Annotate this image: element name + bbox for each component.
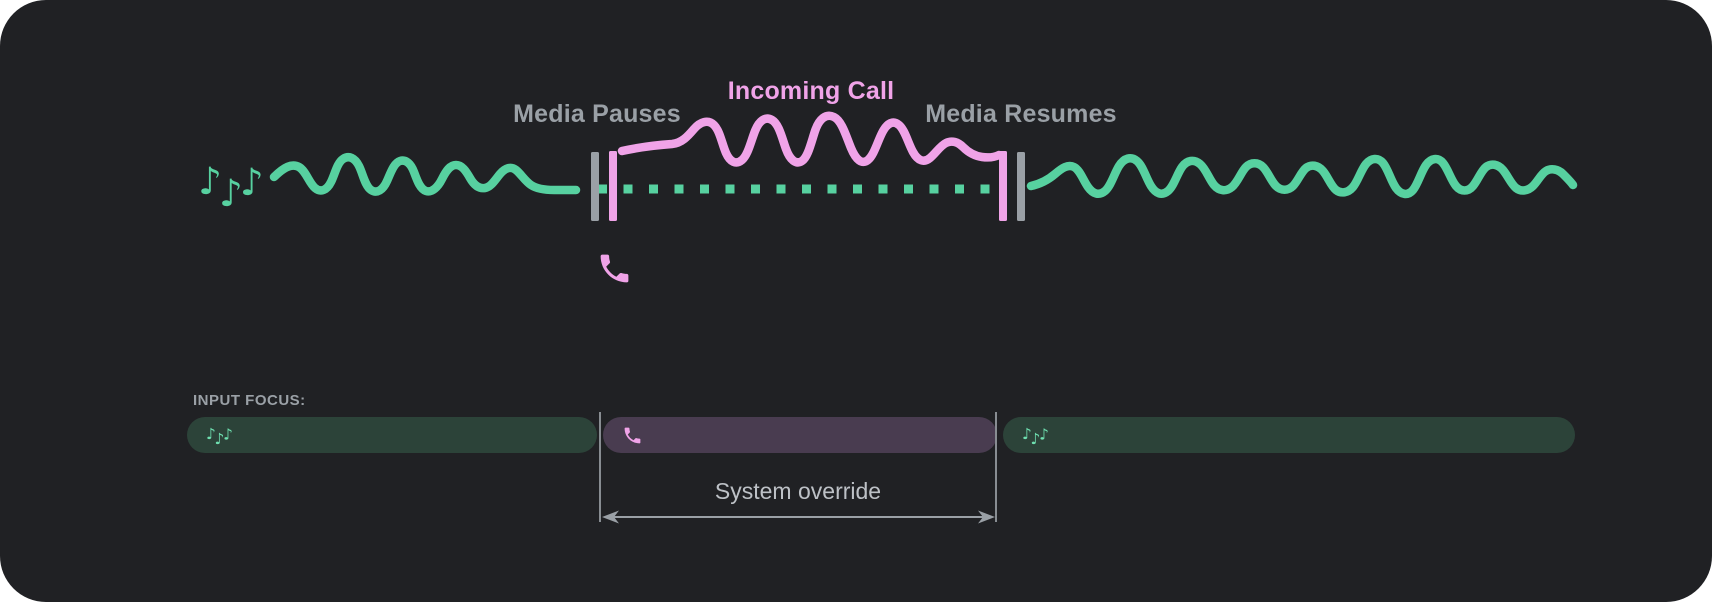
music-notes-icon xyxy=(1022,422,1049,449)
media-resumes-label: Media Resumes xyxy=(925,100,1117,128)
override-guide-line-right xyxy=(995,412,997,522)
phone-icon xyxy=(600,254,629,283)
system-override-arrow xyxy=(602,510,995,524)
pause-marker-gray xyxy=(591,152,599,221)
input-focus-label: INPUT FOCUS: xyxy=(193,392,306,409)
override-guide-line-left xyxy=(599,412,601,522)
resume-marker-pink xyxy=(999,151,1007,221)
media-pauses-label: Media Pauses xyxy=(513,100,681,128)
media-focus-segment-before xyxy=(187,417,597,453)
media-waveform-before xyxy=(269,153,581,196)
incoming-call-label: Incoming Call xyxy=(727,77,895,105)
music-notes-icon xyxy=(198,158,264,215)
system-override-label: System override xyxy=(714,478,882,504)
media-focus-segment-after xyxy=(1003,417,1575,453)
pause-marker-pink xyxy=(609,151,617,221)
timeline-waveform-graphic: ♪ ♪ ♪ xyxy=(198,111,1578,283)
media-waveform-after xyxy=(1026,154,1578,199)
resume-marker-gray xyxy=(1017,152,1025,221)
call-focus-segment xyxy=(603,417,997,453)
incoming-call-waveform xyxy=(617,111,1004,167)
phone-icon xyxy=(622,425,643,446)
music-notes-icon xyxy=(206,422,233,449)
